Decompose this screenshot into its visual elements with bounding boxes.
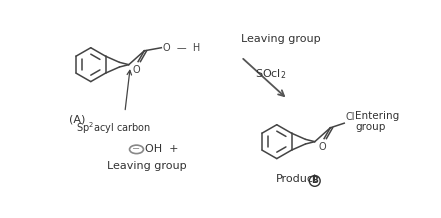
Text: OH  +: OH +	[145, 144, 179, 154]
Text: O: O	[133, 65, 140, 75]
Text: O  —  H: O — H	[163, 43, 200, 53]
Text: Sp$^2$acyl carbon: Sp$^2$acyl carbon	[76, 120, 151, 136]
Text: SOcl$_2$: SOcl$_2$	[255, 67, 286, 81]
Text: Entering
group: Entering group	[355, 111, 400, 133]
Text: B: B	[311, 176, 318, 186]
Text: −: −	[132, 144, 141, 154]
Text: (A): (A)	[69, 115, 86, 125]
Text: Leaving group: Leaving group	[241, 34, 321, 44]
Text: O: O	[319, 142, 326, 152]
Text: Leaving group: Leaving group	[107, 161, 187, 171]
Text: Product: Product	[276, 174, 318, 184]
Text: Cl: Cl	[345, 112, 355, 123]
